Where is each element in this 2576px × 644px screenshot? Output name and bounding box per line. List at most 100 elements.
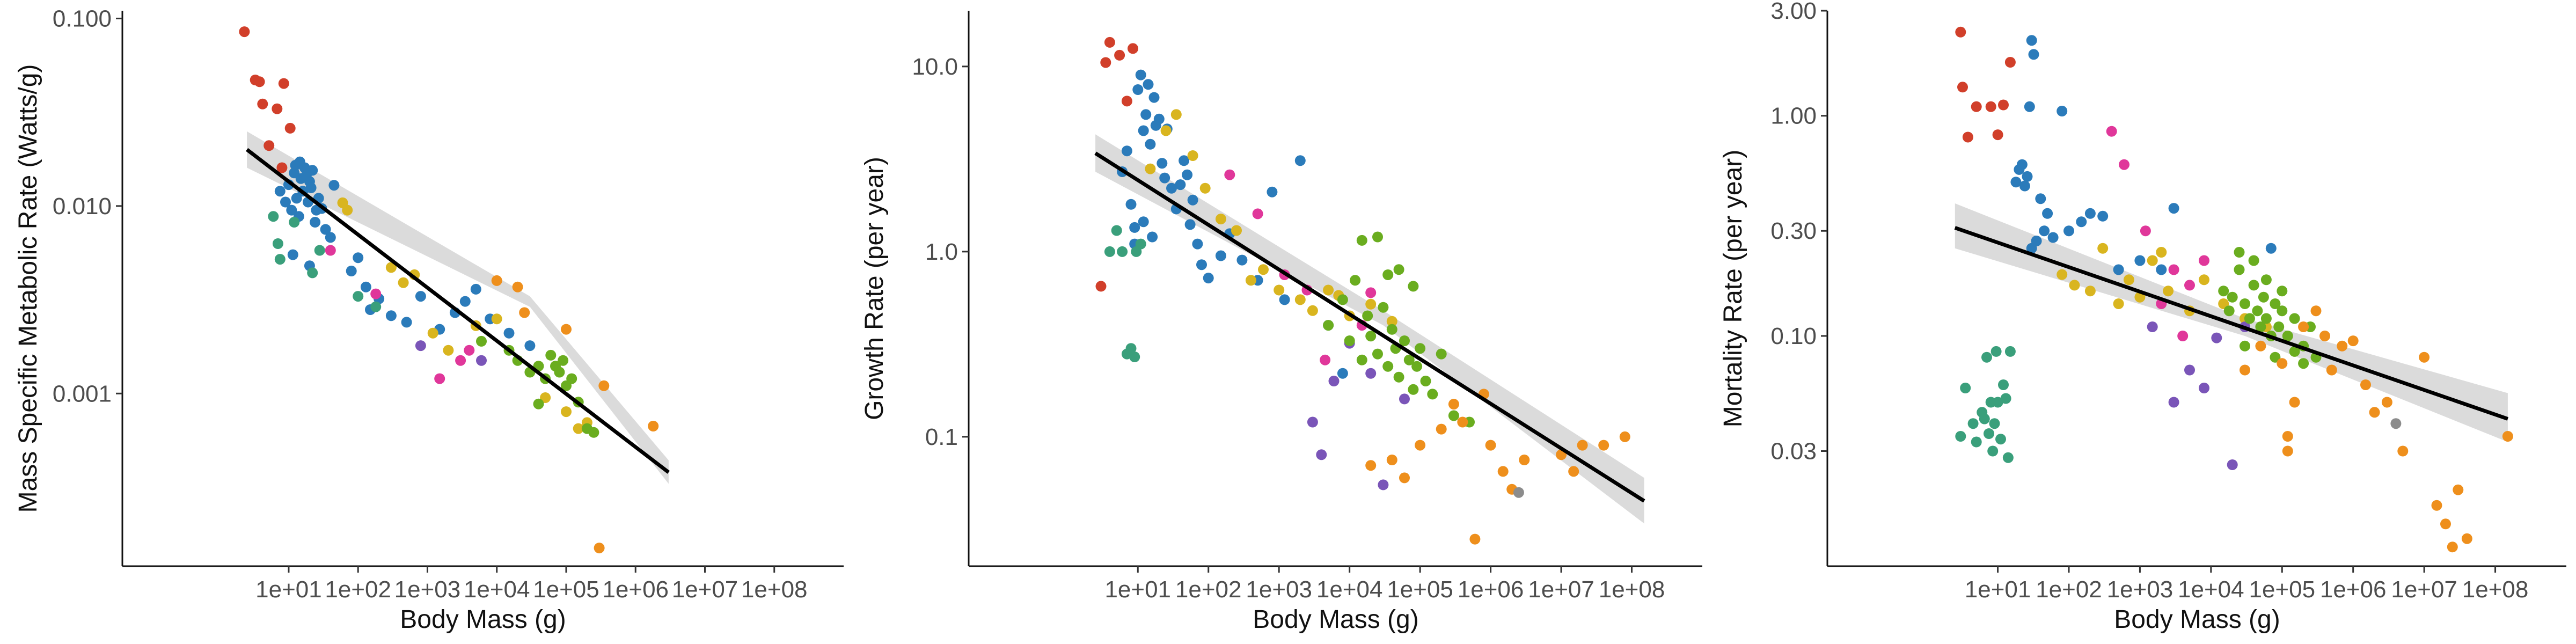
data-point [1135,69,1146,80]
data-point [1998,379,2009,390]
data-point [2184,280,2195,291]
data-point [1378,302,1389,313]
data-points [1095,36,1630,545]
data-point [1182,169,1193,180]
data-point [1960,383,1971,393]
data-point [2277,358,2288,369]
data-point [2019,180,2030,192]
data-point [2289,313,2300,324]
data-point [1356,354,1367,365]
data-point [1967,418,1979,429]
data-point [2076,216,2087,228]
data-point [2069,280,2080,291]
data-point [2282,431,2293,442]
data-point [2199,274,2209,286]
data-point [1117,246,1128,257]
x-tick-label: 1e+07 [672,576,738,603]
data-point [1184,219,1196,230]
data-point [415,340,426,352]
x-tick-label: 1e+02 [325,576,391,603]
data-point [1403,354,1415,365]
data-point [2255,340,2266,352]
data-point [2227,291,2238,303]
data-point [1955,431,1966,442]
data-point [2282,445,2293,457]
data-point [2289,397,2300,408]
data-point [1153,113,1165,125]
data-point [503,327,515,339]
data-point [443,345,454,356]
data-point [2010,177,2022,188]
data-point [2369,407,2380,418]
data-point [1393,371,1404,383]
data-point [284,122,296,134]
data-point [2360,379,2371,390]
data-point [2035,193,2046,204]
data-point [415,291,426,302]
data-point [2447,541,2458,553]
data-point [1411,361,1423,372]
x-tick-label: 1e+02 [2036,576,2102,603]
data-point [294,156,305,167]
y-tick-label: 0.010 [53,193,112,219]
x-tick-label: 1e+05 [2249,576,2315,603]
data-point [360,281,371,292]
data-point [558,355,569,366]
data-point [1175,179,1186,191]
data-point [1192,238,1203,250]
data-point [1157,158,1168,169]
data-point [2381,397,2392,408]
data-point [1224,169,1235,180]
data-point [276,162,288,173]
data-point [2211,332,2222,343]
data-point [1378,479,1389,491]
data-point [1159,172,1170,184]
data-point [1320,354,1331,365]
x-tick-label: 1e+06 [602,576,669,603]
growth-rate-panel: 1e+01 1e+02 1e+03 1e+04 1e+05 1e+06 1e+07 1e+08… [860,11,1702,634]
data-point [2326,364,2337,376]
data-point [1199,182,1211,194]
data-point [1415,343,1426,354]
data-point [2248,280,2259,291]
data-point [1955,26,1966,38]
data-point [1399,472,1410,484]
data-point [519,307,530,318]
data-point [1236,254,1248,266]
data-point [1987,445,1999,457]
data-point [512,281,523,292]
data-point [2282,331,2293,341]
data-point [2097,210,2109,222]
y-axis-title: Mortality Rate (per year) [1719,150,1747,427]
data-point [470,283,481,295]
trend-line [1094,151,1645,503]
data-point [1328,376,1340,386]
data-point [2252,305,2263,317]
data-point [2199,383,2209,393]
x-tick-label: 1e+03 [1246,576,1312,603]
data-point [2057,269,2068,280]
data-point [2277,286,2288,297]
data-point [476,335,487,347]
data-point [2047,232,2059,243]
data-point [2461,533,2472,544]
axes: 1e+01 1e+02 1e+03 1e+04 1e+05 1e+06 1e+07 1e+08… [912,11,1702,603]
data-point [280,196,291,208]
data-point [434,373,445,384]
y-tick-label: 0.10 [1770,323,1817,349]
data-point [2502,431,2513,442]
data-point [1337,294,1348,305]
data-point [1323,320,1334,331]
data-point [1129,352,1140,362]
data-point [1985,101,1996,112]
data-point [1981,352,1992,363]
data-point [1619,431,1630,442]
x-tick-label: 1e+05 [533,576,599,603]
data-point [1104,246,1115,257]
data-point [1104,36,1115,48]
data-point [1408,384,1419,395]
data-point [1979,413,1990,425]
data-point [2397,445,2409,457]
data-point [1485,440,1496,451]
confidence-band-area [247,131,669,484]
